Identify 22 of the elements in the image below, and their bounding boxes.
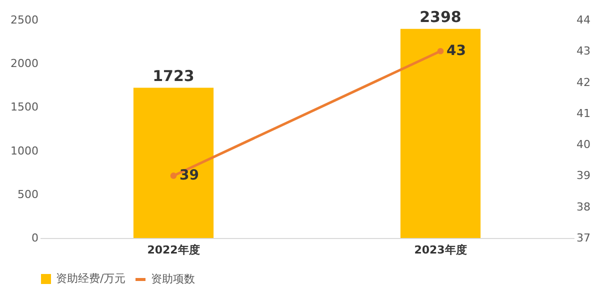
y2-tick-label: 43 — [576, 44, 590, 58]
y-tick-label: 1500 — [10, 100, 38, 114]
y-tick-label: 1000 — [10, 144, 38, 158]
data-label: 43 — [446, 43, 466, 60]
legend-label: 资助项数 — [151, 272, 195, 286]
data-label: 1723 — [152, 66, 194, 85]
legend-label: 资助经费/万元 — [56, 272, 126, 285]
y-tick-label: 500 — [18, 188, 38, 201]
y-tick-label: 2500 — [10, 14, 38, 26]
y2-tick-label: 40 — [576, 138, 590, 152]
y2-tick-label: 42 — [576, 76, 590, 89]
y-tick-label: 0 — [32, 232, 38, 244]
y2-tick-label: 39 — [576, 169, 590, 182]
y2-tick-label: 37 — [576, 232, 590, 244]
data-label: 2398 — [420, 8, 462, 26]
y-tick-label: 2000 — [10, 57, 38, 70]
x-tick-label: 2022年度 — [147, 244, 200, 256]
data-label: 39 — [180, 168, 199, 184]
x-tick-label: 2023年度 — [414, 244, 467, 256]
y2-tick-label: 38 — [576, 200, 590, 214]
y2-tick-label: 41 — [576, 106, 590, 120]
y2-tick-label: 44 — [576, 14, 590, 26]
